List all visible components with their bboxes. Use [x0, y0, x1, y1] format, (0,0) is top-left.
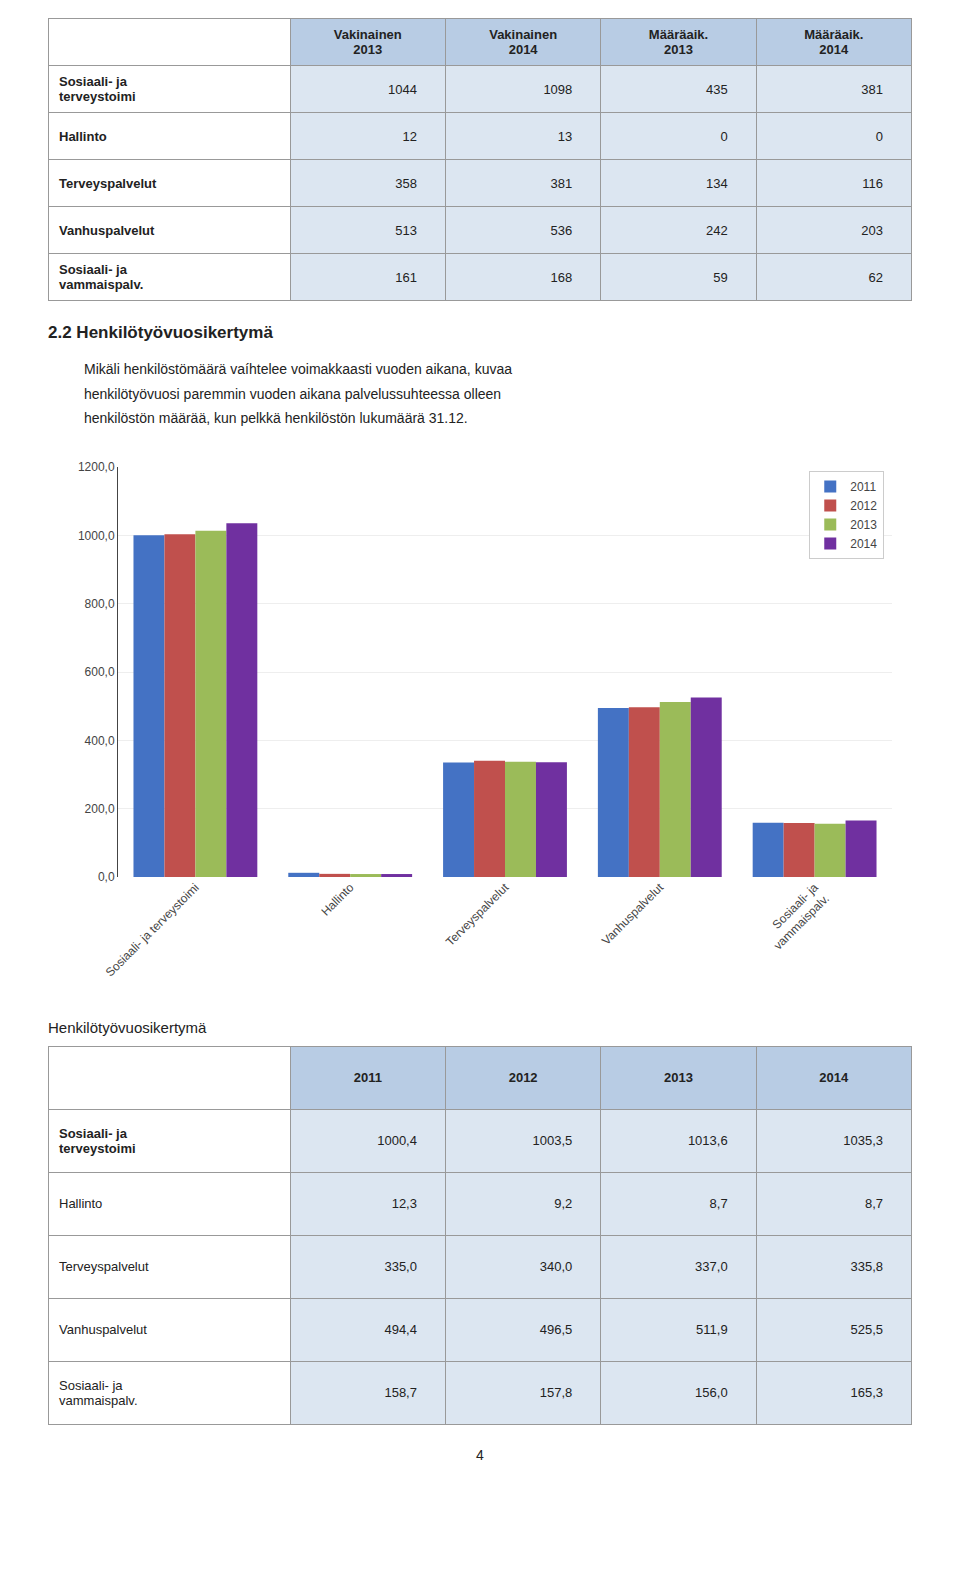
- html-text:13: 13: [557, 128, 573, 144]
- html-text:381: 381: [861, 81, 883, 97]
- html-text:536: 536: [550, 222, 573, 238]
- html-text:henkilöstön määrää, kun pelkkä: henkilöstön määrää, kun pelkkä henkilöst…: [84, 410, 468, 426]
- html-text:1035,3: 1035,3: [843, 1133, 883, 1148]
- html-text:1003,5: 1003,5: [532, 1133, 573, 1148]
- html-text:1044: 1044: [388, 81, 417, 97]
- html-text:Vanhuspalvelut: Vanhuspalvelut: [59, 222, 155, 238]
- html-text:335,0: 335,0: [384, 1259, 417, 1274]
- html-text:435: 435: [706, 81, 728, 97]
- html-text:Terveyspalvelut: Terveyspalvelut: [59, 175, 157, 191]
- html-text:Sosiaali- ja vammaispalv.: Sosiaali- ja vammaispalv.: [59, 1377, 138, 1408]
- svg-text:Sosiaali- javammaispalv.: Sosiaali- javammaispalv.: [760, 880, 832, 952]
- html-text:496,5: 496,5: [539, 1322, 573, 1337]
- html-text:494,4: 494,4: [384, 1322, 417, 1337]
- html-text:2013: 2013: [664, 1070, 693, 1085]
- svg-text:Vanhuspalvelut: Vanhuspalvelut: [599, 879, 667, 947]
- html-text:Mikäli henkilöstömäärä vaíhtel: Mikäli henkilöstömäärä vaíhtelee voimakk…: [84, 361, 512, 377]
- html-text:157,8: 157,8: [539, 1385, 573, 1400]
- html-text:511,9: 511,9: [696, 1322, 728, 1337]
- html-text:Vakinainen 2013: Vakinainen 2013: [333, 27, 402, 57]
- html-text:Hallinto: Hallinto: [59, 128, 107, 144]
- html-text:158,7: 158,7: [384, 1385, 417, 1400]
- html-text:161: 161: [395, 269, 417, 285]
- html-text:Henkilötyövuosikertymä: Henkilötyövuosikertymä: [48, 1018, 207, 1036]
- html-text:1098: 1098: [543, 81, 573, 97]
- html-text:2012: 2012: [508, 1070, 538, 1085]
- html-text:Vakinainen 2014: Vakinainen 2014: [489, 27, 558, 57]
- svg-text:400,0: 400,0: [85, 733, 115, 747]
- html-text:358: 358: [395, 175, 417, 191]
- svg-text:200,0: 200,0: [85, 801, 115, 815]
- html-text:165,3: 165,3: [850, 1385, 883, 1400]
- html-text:Terveyspalvelut: Terveyspalvelut: [59, 1259, 149, 1274]
- html-text:Määräaik. 2013: Määräaik. 2013: [648, 27, 709, 57]
- svg-text:600,0: 600,0: [85, 665, 115, 679]
- svg-text:2011: 2011: [850, 480, 876, 494]
- html-text:203: 203: [861, 222, 883, 238]
- html-text:381: 381: [550, 175, 573, 191]
- html-text:1013,6: 1013,6: [687, 1133, 728, 1148]
- html-text:2011: 2011: [353, 1070, 382, 1085]
- html-text:Sosiaali- ja terveystoimi: Sosiaali- ja terveystoimi: [59, 74, 136, 104]
- svg-text:2012: 2012: [850, 499, 877, 513]
- html-text:Määräaik. 2014: Määräaik. 2014: [804, 27, 864, 57]
- html-text:0: 0: [875, 128, 883, 144]
- html-text:0: 0: [720, 128, 728, 144]
- html-text:12: 12: [402, 128, 417, 144]
- html-text:337,0: 337,0: [695, 1259, 728, 1274]
- html-text:2014: 2014: [819, 1070, 849, 1085]
- html-text:Sosiaali- ja terveystoimi: Sosiaali- ja terveystoimi: [59, 1125, 136, 1156]
- svg-text:Terveyspalvelut: Terveyspalvelut: [443, 880, 512, 949]
- svg-text:2013: 2013: [850, 518, 877, 532]
- html-text:340,0: 340,0: [539, 1259, 573, 1274]
- html-text:2.2 Henkilötyövuosikertymä: 2.2 Henkilötyövuosikertymä: [48, 323, 273, 342]
- svg-text:Sosiaali- ja terveystoimi: Sosiaali- ja terveystoimi: [103, 880, 202, 979]
- svg-text:1200,0: 1200,0: [78, 460, 115, 474]
- html-text:1000,4: 1000,4: [377, 1133, 417, 1148]
- html-text:525,5: 525,5: [850, 1322, 883, 1337]
- html-text:8,7: 8,7: [709, 1196, 728, 1211]
- svg-text:800,0: 800,0: [85, 596, 115, 610]
- html-text:134: 134: [706, 175, 728, 191]
- svg-text:Hallinto: Hallinto: [318, 880, 356, 918]
- html-text:335,8: 335,8: [850, 1259, 883, 1274]
- html-text:156,0: 156,0: [695, 1385, 728, 1400]
- html-text:9,2: 9,2: [554, 1196, 573, 1211]
- html-text:116: 116: [862, 175, 883, 191]
- html-text:59: 59: [713, 269, 728, 285]
- html-text:Hallinto: Hallinto: [59, 1196, 103, 1211]
- html-text:242: 242: [706, 222, 728, 238]
- svg-text:1000,0: 1000,0: [78, 528, 115, 542]
- html-text:Sosiaali- ja vammaispalv.: Sosiaali- ja vammaispalv.: [59, 262, 144, 292]
- html-text:Vanhuspalvelut: Vanhuspalvelut: [59, 1322, 147, 1337]
- html-text:12,3: 12,3: [391, 1196, 417, 1211]
- html-text:62: 62: [868, 269, 883, 285]
- html-text:8,7: 8,7: [864, 1196, 883, 1211]
- html-text:henkilötyövuosi paremmin vuode: henkilötyövuosi paremmin vuoden aikana p…: [84, 385, 502, 402]
- svg-text:0,0: 0,0: [98, 870, 115, 884]
- html-text:4: 4: [476, 1446, 484, 1463]
- html-text:513: 513: [395, 222, 417, 238]
- svg-text:2014: 2014: [850, 537, 877, 551]
- html-text:168: 168: [550, 269, 573, 285]
